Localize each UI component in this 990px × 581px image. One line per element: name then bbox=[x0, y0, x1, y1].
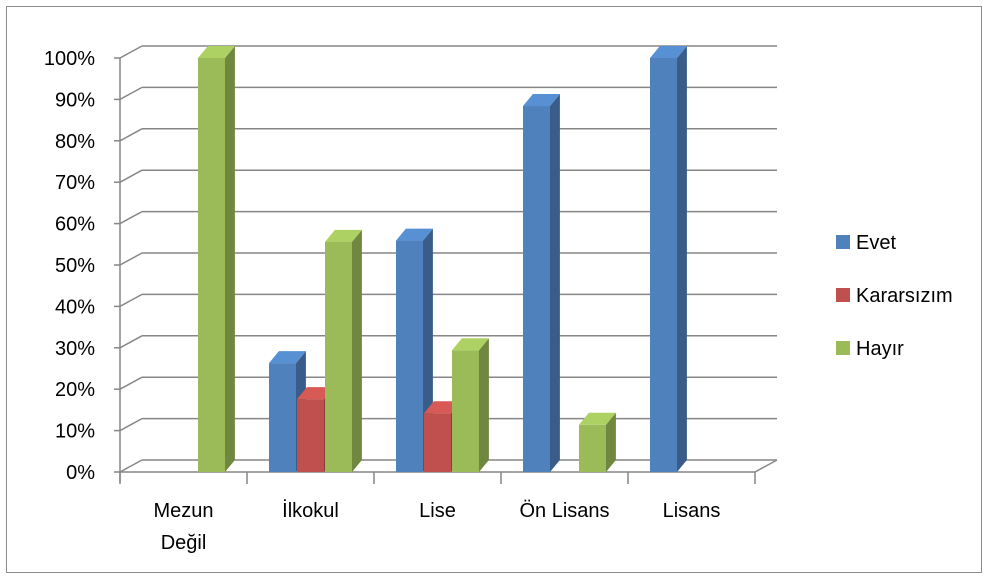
bar-top bbox=[269, 351, 306, 364]
bar-front bbox=[650, 58, 677, 472]
chart-legend: Evet Kararsızım Hayır bbox=[836, 232, 953, 360]
legend-label: Kararsızım bbox=[856, 285, 953, 307]
y-tick-label: 60% bbox=[55, 214, 95, 236]
legend-label: Hayır bbox=[856, 338, 904, 360]
y-tick-label: 70% bbox=[55, 172, 95, 194]
bar-side bbox=[479, 338, 489, 472]
bar-hayır bbox=[198, 46, 235, 472]
gridline-depth bbox=[119, 210, 143, 225]
legend-label: Evet bbox=[856, 232, 896, 254]
bar-front bbox=[523, 106, 550, 473]
bar-hayır bbox=[325, 229, 362, 472]
bar-top bbox=[198, 46, 235, 58]
bar-front bbox=[424, 413, 451, 472]
bar-hayır bbox=[579, 412, 616, 472]
gridline-depth bbox=[119, 459, 143, 473]
bar-front bbox=[396, 240, 423, 472]
y-tick-label: 20% bbox=[55, 379, 95, 401]
legend-swatch bbox=[836, 235, 850, 249]
gridline-depth bbox=[119, 45, 143, 59]
y-tick-label: 100% bbox=[44, 48, 95, 70]
x-category-label: Lise bbox=[419, 500, 456, 522]
y-tick-label: 80% bbox=[55, 131, 95, 153]
x-category-label: Lisans bbox=[663, 500, 721, 522]
bar-top bbox=[396, 228, 433, 241]
gridline-depth bbox=[119, 169, 143, 183]
bar-side bbox=[606, 412, 616, 472]
y-tick-label: 40% bbox=[55, 296, 95, 318]
gridline-depth bbox=[119, 335, 143, 349]
bar-top bbox=[650, 46, 687, 58]
bar-side bbox=[352, 229, 362, 472]
bar-front bbox=[325, 241, 352, 472]
bar-front bbox=[297, 399, 324, 472]
bar-top bbox=[325, 229, 362, 242]
gridline-depth bbox=[119, 252, 143, 266]
bar-evet bbox=[650, 46, 687, 472]
gridline-depth bbox=[119, 128, 143, 142]
bar-top bbox=[579, 412, 616, 425]
bar-side bbox=[677, 46, 687, 472]
chart-bars bbox=[198, 46, 687, 473]
bar-top bbox=[297, 387, 334, 400]
gridline-depth bbox=[119, 293, 143, 308]
chart-area bbox=[6, 6, 982, 573]
y-tick-label: 50% bbox=[55, 255, 95, 277]
y-tick-label: 30% bbox=[55, 338, 95, 360]
y-tick-label: 10% bbox=[55, 421, 95, 443]
bar-front bbox=[579, 424, 606, 472]
bar-top bbox=[452, 338, 489, 351]
gridline-depth bbox=[119, 376, 143, 390]
legend-swatch bbox=[836, 288, 850, 302]
bar-top bbox=[424, 401, 461, 414]
legend-swatch bbox=[836, 341, 850, 355]
chart-labels: 0% 10% 20% 30% 40% 50% 60% 70% 80% 90% 100% Mezun De… bbox=[44, 48, 721, 554]
y-tick-label: 0% bbox=[66, 462, 95, 484]
x-category-label: Ön Lisans bbox=[519, 500, 609, 522]
bar-side bbox=[225, 46, 235, 472]
gridline-depth bbox=[119, 86, 143, 101]
bar-hayır bbox=[452, 338, 489, 472]
x-category-label: Değil bbox=[161, 532, 207, 554]
bar-front bbox=[269, 363, 296, 472]
bar-front bbox=[452, 350, 479, 472]
bar-top bbox=[523, 94, 560, 107]
y-tick-label: 90% bbox=[55, 89, 95, 111]
floor-right-edge bbox=[754, 459, 778, 473]
bar-front bbox=[198, 58, 225, 472]
x-category-label: Mezun bbox=[153, 500, 213, 522]
x-category-label: İlkokul bbox=[282, 499, 339, 522]
bar-evet bbox=[523, 94, 560, 473]
bar-side bbox=[550, 94, 560, 473]
gridline-depth bbox=[119, 417, 143, 432]
